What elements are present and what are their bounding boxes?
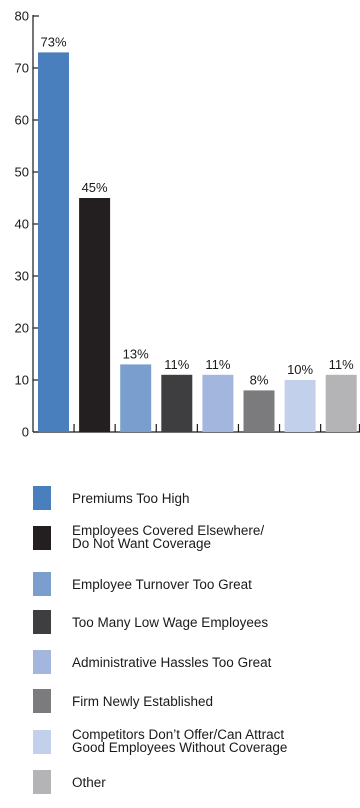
y-tick-label: 20 bbox=[15, 321, 29, 336]
legend-item: Competitors Don’t Offer/Can Attract Good… bbox=[0, 728, 360, 758]
legend-swatch bbox=[33, 689, 51, 713]
y-tick-label: 30 bbox=[15, 269, 29, 284]
bar-data-label: 45% bbox=[82, 180, 108, 195]
y-tick-label: 50 bbox=[15, 165, 29, 180]
legend-label: Firm Newly Established bbox=[72, 694, 214, 709]
legend-label: Competitors Don’t Offer/Can Attract Good… bbox=[72, 727, 288, 755]
legend-item: Other bbox=[0, 768, 360, 798]
y-tick-label: 60 bbox=[15, 113, 29, 128]
legend-swatch bbox=[33, 730, 51, 754]
legend-label: Too Many Low Wage Employees bbox=[72, 615, 269, 630]
y-tick-label: 0 bbox=[22, 425, 29, 440]
bar bbox=[161, 374, 193, 432]
legend-label: Employees Covered Elsewhere/ Do Not Want… bbox=[72, 523, 265, 551]
legend-swatch bbox=[33, 770, 51, 794]
legend-swatch bbox=[33, 486, 51, 510]
legend-item: Administrative Hassles Too Great bbox=[0, 648, 360, 678]
legend-item: Firm Newly Established bbox=[0, 687, 360, 717]
legend-swatch bbox=[33, 572, 51, 596]
bar-data-label: 11% bbox=[205, 357, 230, 372]
y-tick-label: 10 bbox=[15, 373, 29, 388]
bar-data-label: 10% bbox=[287, 362, 313, 377]
legend-swatch bbox=[33, 610, 51, 634]
bar bbox=[120, 364, 152, 432]
legend-item: Too Many Low Wage Employees bbox=[0, 608, 360, 638]
y-tick-label: 80 bbox=[15, 9, 29, 24]
bar bbox=[38, 52, 69, 433]
bar bbox=[202, 374, 234, 432]
legend-item: Premiums Too High bbox=[0, 484, 360, 514]
legend-item: Employee Turnover Too Great bbox=[0, 570, 360, 600]
bar-data-label: 11% bbox=[329, 357, 354, 372]
bar bbox=[325, 374, 357, 432]
bar-data-label: 11% bbox=[164, 357, 189, 372]
y-tick-label: 40 bbox=[15, 217, 29, 232]
legend-label: Other bbox=[72, 775, 106, 790]
legend-label: Premiums Too High bbox=[72, 491, 190, 506]
bar bbox=[284, 380, 316, 432]
bar bbox=[243, 390, 275, 432]
bar bbox=[79, 198, 111, 432]
y-tick-label: 70 bbox=[15, 61, 29, 76]
legend-swatch bbox=[33, 650, 51, 674]
bar-data-label: 8% bbox=[250, 372, 269, 387]
legend-label: Administrative Hassles Too Great bbox=[72, 655, 272, 670]
legend-swatch bbox=[33, 526, 51, 550]
bar-data-label: 73% bbox=[40, 34, 66, 49]
bar-data-label: 13% bbox=[123, 346, 149, 361]
legend-item: Employees Covered Elsewhere/ Do Not Want… bbox=[0, 524, 360, 554]
legend-label: Employee Turnover Too Great bbox=[72, 577, 252, 592]
bar-chart: 0 10 20 30 40 50 60 70 80 73% 45% 13% 11% 11% 8% 10% 11% bbox=[15, 9, 360, 440]
